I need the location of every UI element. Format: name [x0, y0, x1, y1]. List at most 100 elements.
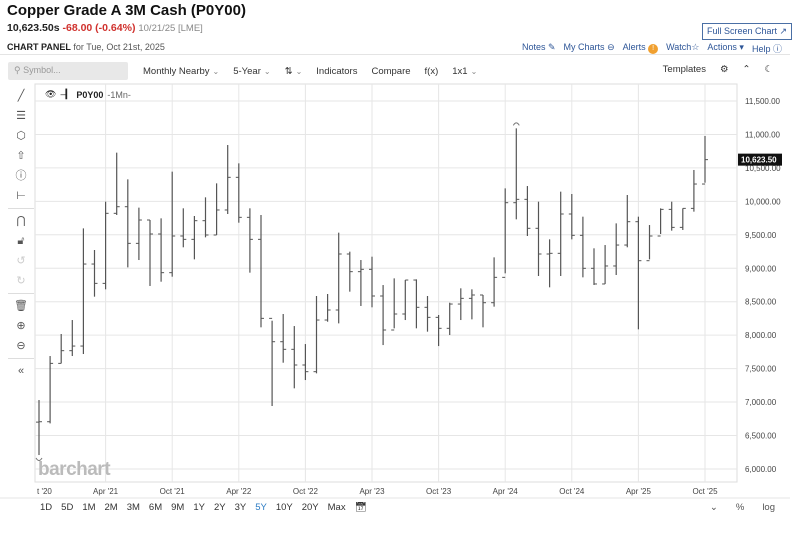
my-charts-link[interactable]: My Charts ⊖: [564, 42, 615, 55]
search-placeholder: Symbol...: [23, 65, 61, 75]
range-label: 5-Year: [233, 65, 261, 77]
range-1y[interactable]: 1Y: [193, 502, 205, 513]
arrow-up-icon[interactable]: ⇧: [16, 150, 26, 162]
x-tick-label: Apr '24: [493, 487, 519, 496]
price-change: -68.00 (-0.64%): [62, 22, 136, 34]
x-tick-label: t '20: [37, 487, 52, 496]
range-5d[interactable]: 5D: [61, 502, 74, 513]
alerts-label: Alerts: [622, 42, 646, 52]
chart-links: Notes ✎ My Charts ⊖ Alerts ! Watch☆ Acti…: [522, 42, 782, 55]
shape-tool-icon[interactable]: ⬡: [16, 130, 26, 142]
redo-icon[interactable]: ↻: [16, 275, 26, 287]
range-selector: 1D 5D 1M 2M 3M 6M 9M 1Y 2Y 3Y 5Y 10Y 20Y Max 📅︎: [40, 502, 376, 513]
range-2m[interactable]: 2M: [104, 502, 118, 513]
search-icon: ⚲: [14, 65, 21, 75]
range-3y[interactable]: 3Y: [234, 502, 247, 513]
chart-type-dropdown[interactable]: ⇅ ⌄: [285, 66, 303, 77]
x-tick-label: Oct '25: [692, 487, 718, 496]
y-tick-label: 8,500.00: [745, 298, 777, 307]
page-title: Copper Grade A 3M Cash (P0Y00): [7, 2, 246, 19]
star-icon: ☆: [691, 42, 700, 52]
y-tick-label: 11,000.00: [745, 130, 781, 139]
y-tick-label: 6,500.00: [745, 432, 777, 441]
question-icon: ⓘ: [772, 44, 782, 54]
zoom-out-icon[interactable]: ⊖: [16, 340, 26, 352]
x-tick-label: Apr '23: [359, 487, 385, 496]
lock-icon[interactable]: 🔓︎: [17, 235, 25, 247]
log-toggle[interactable]: log: [762, 502, 775, 513]
watch-label: Watch: [666, 42, 692, 52]
range-2y[interactable]: 2Y: [213, 502, 226, 513]
range-1d[interactable]: 1D: [40, 502, 53, 513]
my-charts-label: My Charts: [563, 42, 605, 52]
price-chart[interactable]: 6,000.00 6,500.00 7,000.00 7,500.00 8,000.00…: [0, 0, 800, 500]
collapse-sidebar-icon[interactable]: «: [17, 365, 25, 377]
eye-icon[interactable]: 👁︎: [45, 89, 57, 99]
layout-dropdown[interactable]: 1x1 ⌄: [452, 66, 477, 77]
moon-icon[interactable]: ☾: [764, 64, 773, 75]
chart-toolbar: ⚲ Symbol... Monthly Nearby ⌄ 5-Year ⌄ ⇅ ⌄ I…: [8, 60, 783, 82]
sidebar-divider: [8, 208, 34, 209]
chart-panel-label: CHART PANEL for Tue, Oct 21st, 2025: [7, 42, 165, 52]
y-tick-label: 10,000.00: [745, 197, 781, 206]
edit-icon: ✎: [547, 42, 556, 52]
gear-icon[interactable]: ⚙: [719, 64, 729, 75]
circle-arrow-icon: ⊖: [607, 42, 615, 52]
percent-toggle[interactable]: %: [735, 502, 745, 513]
range-9m[interactable]: 9M: [171, 502, 185, 513]
templates-button[interactable]: Templates: [662, 64, 706, 75]
y-tick-label: 10,500.00: [745, 164, 781, 173]
drawing-sidebar: ╱ ☰ ⬡ ⇧ ⓘ ⊢ ⋂ 🔓︎ ↺ ↻ 🗑︎ ⊕ ⊖ «: [8, 86, 34, 381]
x-tick-label: Oct '24: [559, 487, 585, 496]
indicators-button[interactable]: Indicators: [316, 65, 358, 77]
actions-menu[interactable]: Actions ▾: [707, 42, 744, 55]
series-line-icon: –▎: [60, 89, 73, 99]
notes-label: Notes: [521, 42, 546, 52]
y-tick-label: 11,500.00: [745, 97, 781, 106]
range-dropdown[interactable]: 5-Year ⌄: [233, 66, 270, 77]
range-1m[interactable]: 1M: [82, 502, 96, 513]
x-tick-label: Apr '21: [93, 487, 119, 496]
interval-dropdown[interactable]: Monthly Nearby ⌄: [143, 66, 219, 77]
x-tick-label: Apr '22: [226, 487, 252, 496]
legend-symbol: P0Y00: [76, 89, 104, 100]
range-10y[interactable]: 10Y: [275, 502, 293, 513]
header-divider: [0, 54, 790, 55]
watch-link[interactable]: Watch☆: [666, 42, 699, 55]
expand-icon[interactable]: ⌄: [709, 502, 718, 513]
undo-icon[interactable]: ↺: [16, 255, 26, 267]
notes-link[interactable]: Notes ✎: [522, 42, 556, 55]
trash-icon[interactable]: 🗑︎: [14, 300, 28, 312]
alert-circle-icon[interactable]: ⓘ: [15, 170, 27, 182]
last-price-label: 10,623.50: [741, 156, 777, 165]
alerts-link[interactable]: Alerts !: [623, 42, 659, 55]
last-price-tag: [738, 153, 782, 166]
full-screen-chart-button[interactable]: Full Screen Chart ↗: [702, 23, 793, 40]
x-tick-label: Oct '22: [293, 487, 319, 496]
range-5y[interactable]: 5Y: [255, 502, 267, 513]
x-tick-label: Oct '21: [160, 487, 186, 496]
line-tool-icon[interactable]: ╱: [17, 90, 25, 102]
collapse-icon[interactable]: ⌃: [742, 64, 751, 75]
layout-label: 1x1: [452, 65, 468, 77]
range-3m[interactable]: 3M: [126, 502, 140, 513]
magnet-icon[interactable]: ⋂: [16, 215, 26, 227]
calendar-icon[interactable]: 📅︎: [354, 502, 367, 513]
fx-button[interactable]: f(x): [424, 65, 439, 77]
range-6m[interactable]: 6M: [148, 502, 163, 513]
zoom-in-icon[interactable]: ⊕: [16, 320, 26, 332]
fibonacci-tool-icon[interactable]: ☰: [16, 110, 26, 122]
range-max[interactable]: Max: [327, 502, 346, 513]
bottom-right-controls: ⌄ % log: [710, 502, 775, 513]
help-link[interactable]: Help ⓘ: [752, 42, 782, 55]
ohlc-bars-icon: ⇅: [284, 65, 293, 77]
y-tick-label: 9,500.00: [745, 231, 777, 240]
toolbar-right: Templates ⚙ ⌃ ☾: [663, 64, 773, 75]
legend-period: -1Mn-: [107, 89, 131, 100]
symbol-search-input[interactable]: ⚲ Symbol...: [8, 62, 128, 80]
compare-button[interactable]: Compare: [371, 65, 411, 77]
chevron-down-icon: ⌄: [263, 66, 271, 76]
measure-tool-icon[interactable]: ⊢: [16, 190, 26, 202]
range-20y[interactable]: 20Y: [301, 502, 319, 513]
chevron-down-icon: ⌄: [295, 66, 303, 76]
